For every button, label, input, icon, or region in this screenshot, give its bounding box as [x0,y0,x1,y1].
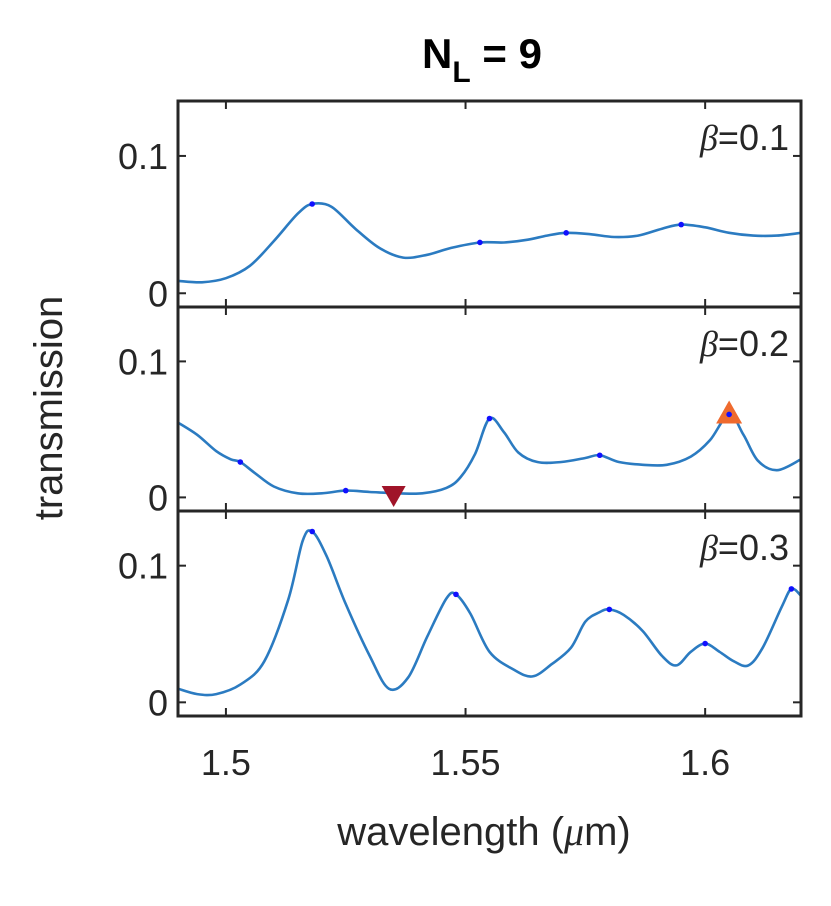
peak-dot [678,221,684,228]
panel-3: 0 0.1 β=0.3 [118,509,803,723]
beta-symbol: β [699,324,718,364]
peak-dot [453,591,459,598]
series-line [178,413,801,496]
beta-value: =0.1 [718,117,789,158]
x-tick-label: 1.6 [680,742,730,783]
peak-dot [342,487,349,494]
panels: 00.1 β=0.100.1 β=0.200.1 β=0.3 [118,99,803,723]
y-axis-label: transmission [27,296,71,521]
chart-title: NL = 9 [422,30,542,89]
peak-dot [237,459,244,465]
x-tick-label: 1.5 [201,742,251,783]
beta-label: β=0.3 [699,527,789,568]
panel-frame [176,509,803,718]
y-tick-label: 0.1 [118,341,168,382]
title-subscript: L [452,56,470,89]
x-tick-label: 1.55 [430,742,500,783]
y-tick-label: 0.1 [118,546,168,587]
y-tick-label: 0 [148,477,168,518]
x-tick-labels: 1.5 1.55 1.6 [201,742,730,783]
title-suffix: = 9 [471,30,542,77]
peak-dot [309,528,315,535]
title-main: N [422,30,452,77]
peak-dot [788,586,795,592]
x-axis-label: wavelength (μm) [336,809,631,854]
y-tick-label: 0 [148,273,168,314]
peak-dot [702,640,708,647]
beta-label: β=0.1 [699,117,789,158]
series-line [178,529,801,697]
min-marker-down-triangle [381,486,406,508]
y-tick-label: 0 [148,682,168,723]
peak-dot [309,201,315,207]
x-axis-label-text: wavelength ( [336,810,564,854]
beta-value: =0.2 [718,323,789,364]
beta-value: =0.3 [718,527,789,568]
x-axis-label-unit: m) [584,810,631,854]
panel-2: 0 0.1 β=0.2 [118,305,803,518]
peak-dot [477,239,483,246]
y-tick-label: 0.1 [118,136,168,177]
peak-dot [486,415,493,422]
panel-1: 0 0.1 β=0.1 [118,99,803,314]
peak-dot [726,411,732,418]
peak-dot [596,452,603,459]
series-line [178,201,801,284]
beta-label: β=0.2 [699,323,789,364]
beta-symbol: β [699,118,718,158]
beta-symbol: β [699,528,718,568]
peak-dot [563,230,569,236]
peak-dot [606,606,613,613]
x-axis-label-mu: μ [563,809,584,854]
